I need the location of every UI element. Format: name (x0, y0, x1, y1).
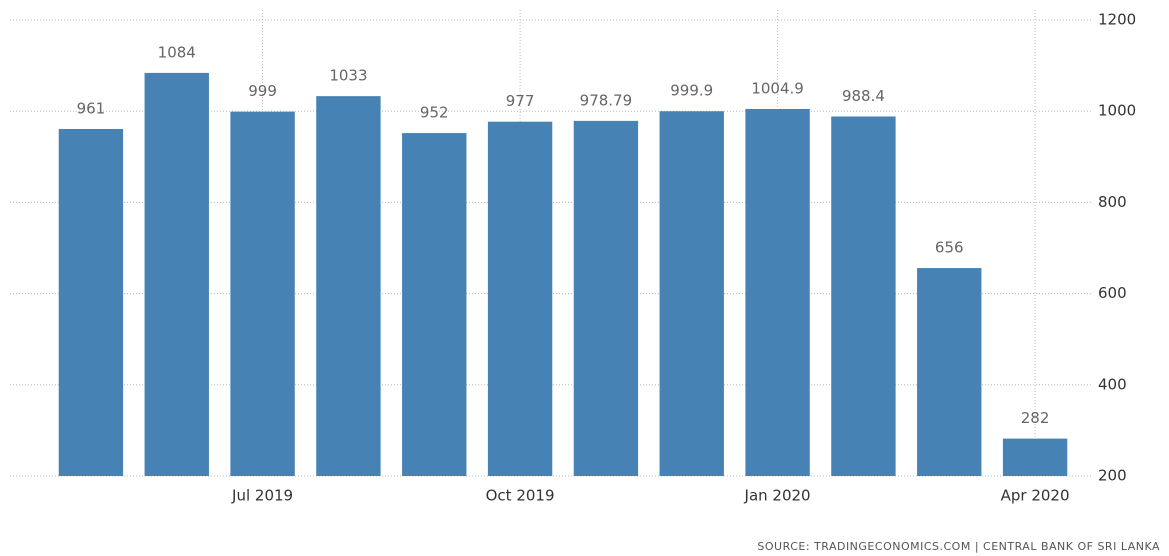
y-tick-label: 600 (1098, 284, 1127, 302)
bar (1002, 438, 1068, 476)
value-label: 656 (935, 239, 964, 257)
y-tick-label: 800 (1098, 193, 1127, 211)
bar (659, 111, 724, 476)
x-tick-label: Jan 2020 (744, 487, 811, 505)
bar (58, 128, 124, 476)
y-tick-label: 1200 (1098, 11, 1136, 29)
bar (831, 116, 896, 477)
value-label: 952 (420, 104, 449, 122)
x-tick-label: Jul 2019 (231, 487, 293, 505)
bar (402, 133, 467, 476)
y-tick-label: 200 (1098, 467, 1127, 485)
bar (316, 96, 381, 476)
value-label: 282 (1021, 409, 1050, 427)
x-tick-label: Apr 2020 (1001, 487, 1070, 505)
value-label: 961 (77, 99, 106, 117)
value-label: 999.9 (670, 82, 713, 100)
value-label: 999 (248, 82, 277, 100)
value-label: 978.79 (580, 91, 633, 109)
bar (487, 121, 553, 477)
value-label: 988.4 (842, 87, 885, 105)
source: SOURCE: TRADINGECONOMICS.COM | CENTRAL B… (757, 540, 1160, 553)
bar (573, 120, 639, 476)
bar (144, 72, 209, 477)
bar (230, 111, 295, 476)
bar (745, 108, 810, 476)
value-label: 1084 (158, 43, 196, 61)
value-label: 1004.9 (751, 79, 804, 97)
value-label: 1033 (329, 67, 367, 85)
bar (917, 268, 982, 476)
y-tick-label: 1000 (1098, 102, 1136, 120)
x-tick-label: Oct 2019 (486, 487, 555, 505)
value-label: 977 (506, 92, 535, 110)
y-tick-label: 400 (1098, 375, 1127, 393)
